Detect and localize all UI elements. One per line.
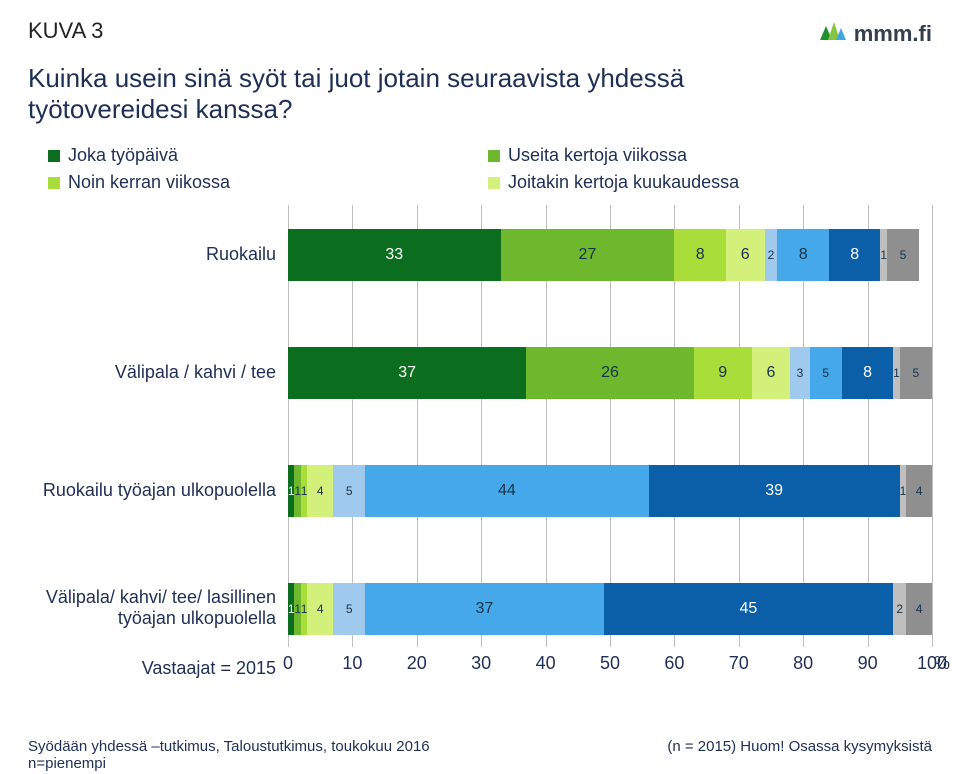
legend-item: Noin kerran viikossa xyxy=(48,172,328,193)
chart-area: Vastaajat = 2015 % 010203040506070809010… xyxy=(28,205,932,687)
bar-segment: 33 xyxy=(288,229,501,281)
bar-segment: 2 xyxy=(765,229,778,281)
x-tick-label: 90 xyxy=(858,653,878,674)
bar-segment: 4 xyxy=(307,465,333,517)
row-label: Ruokailu työajan ulkopuolella xyxy=(28,480,276,501)
bar-segment: 3 xyxy=(790,347,809,399)
bar-segment: 37 xyxy=(365,583,603,635)
bar-row: Välipala / kahvi / tee37269635815 xyxy=(288,347,932,399)
x-tick-label: 50 xyxy=(600,653,620,674)
row-label: Ruokailu xyxy=(28,244,276,265)
gridline xyxy=(932,205,933,647)
respondents-label: Vastaajat = 2015 xyxy=(28,658,276,679)
bar-segment: 4 xyxy=(906,583,932,635)
x-tick-label: 70 xyxy=(729,653,749,674)
x-tick-label: 20 xyxy=(407,653,427,674)
bar-row: Ruokailu työajan ulkopuolella11145443914 xyxy=(288,465,932,517)
bar-segment: 6 xyxy=(752,347,791,399)
bar-segment: 8 xyxy=(777,229,829,281)
bar-segment: 39 xyxy=(649,465,900,517)
legend-swatch xyxy=(48,150,60,162)
x-tick-label: 0 xyxy=(283,653,293,674)
footer: Syödään yhdessä –tutkimus, Taloustutkimu… xyxy=(28,738,932,772)
figure-label: KUVA 3 xyxy=(28,18,103,44)
page-root: KUVA 3 mmm.fi Kuinka usein sinä syöt tai… xyxy=(0,0,960,774)
legend-label: Joka työpäivä xyxy=(68,145,178,166)
bar-segment: 4 xyxy=(307,583,333,635)
legend-swatch xyxy=(488,150,500,162)
x-tick-label: 30 xyxy=(471,653,491,674)
legend-swatch xyxy=(48,177,60,189)
bar-segment: 5 xyxy=(887,229,919,281)
legend-item: Joka työpäivä xyxy=(48,145,328,166)
bar-segment: 8 xyxy=(829,229,881,281)
bar-segment: 44 xyxy=(365,465,648,517)
legend-label: Noin kerran viikossa xyxy=(68,172,230,193)
bar-row: Ruokailu33278628815 xyxy=(288,229,932,281)
row-label: Välipala / kahvi / tee xyxy=(28,362,276,383)
bar-segment: 5 xyxy=(810,347,842,399)
x-tick-label: 60 xyxy=(664,653,684,674)
bar-track: 33278628815 xyxy=(288,229,932,281)
bar-segment: 8 xyxy=(674,229,726,281)
bar-segment: 9 xyxy=(694,347,752,399)
logo-icon xyxy=(814,18,848,49)
bar-row: Välipala/ kahvi/ tee/ lasillinentyöajan … xyxy=(288,583,932,635)
footer-right: (n = 2015) Huom! Osassa kysymyksistä xyxy=(667,738,932,772)
bar-segment: 4 xyxy=(906,465,932,517)
x-tick-label: 80 xyxy=(793,653,813,674)
bar-segment: 6 xyxy=(726,229,765,281)
bar-track: 37269635815 xyxy=(288,347,932,399)
bar-segment: 45 xyxy=(604,583,894,635)
bar-segment: 27 xyxy=(501,229,675,281)
footer-left-2: n=pienempi xyxy=(28,755,430,772)
bar-segment: 8 xyxy=(842,347,894,399)
logo-text: mmm.fi xyxy=(854,21,932,47)
legend-item: Useita kertoja viikossa xyxy=(488,145,768,166)
x-axis: Vastaajat = 2015 % 010203040506070809010… xyxy=(288,647,932,687)
footer-left-1: Syödään yhdessä –tutkimus, Taloustutkimu… xyxy=(28,738,430,755)
bar-segment: 5 xyxy=(333,583,365,635)
x-tick-label: 100 xyxy=(917,653,947,674)
legend: Joka työpäivä Useita kertoja viikossa Noin… xyxy=(48,145,932,193)
bar-segment: 37 xyxy=(288,347,526,399)
chart-title: Kuinka usein sinä syöt tai juot jotain s… xyxy=(28,63,848,125)
bar-segment: 5 xyxy=(900,347,932,399)
bar-segment: 26 xyxy=(526,347,693,399)
legend-swatch xyxy=(488,177,500,189)
x-tick-label: 10 xyxy=(342,653,362,674)
legend-label: Useita kertoja viikossa xyxy=(508,145,687,166)
x-tick-label: 40 xyxy=(536,653,556,674)
legend-item: Joitakin kertoja kuukaudessa xyxy=(488,172,768,193)
top-row: KUVA 3 mmm.fi xyxy=(28,18,932,49)
bar-track: 11145443914 xyxy=(288,465,932,517)
legend-label: Joitakin kertoja kuukaudessa xyxy=(508,172,739,193)
footer-left: Syödään yhdessä –tutkimus, Taloustutkimu… xyxy=(28,738,430,772)
bar-segment: 2 xyxy=(893,583,906,635)
logo: mmm.fi xyxy=(814,18,932,49)
plot-area: Vastaajat = 2015 % 010203040506070809010… xyxy=(288,205,932,687)
row-label: Välipala/ kahvi/ tee/ lasillinentyöajan … xyxy=(28,587,276,628)
bar-segment: 5 xyxy=(333,465,365,517)
bar-track: 11145374524 xyxy=(288,583,932,635)
